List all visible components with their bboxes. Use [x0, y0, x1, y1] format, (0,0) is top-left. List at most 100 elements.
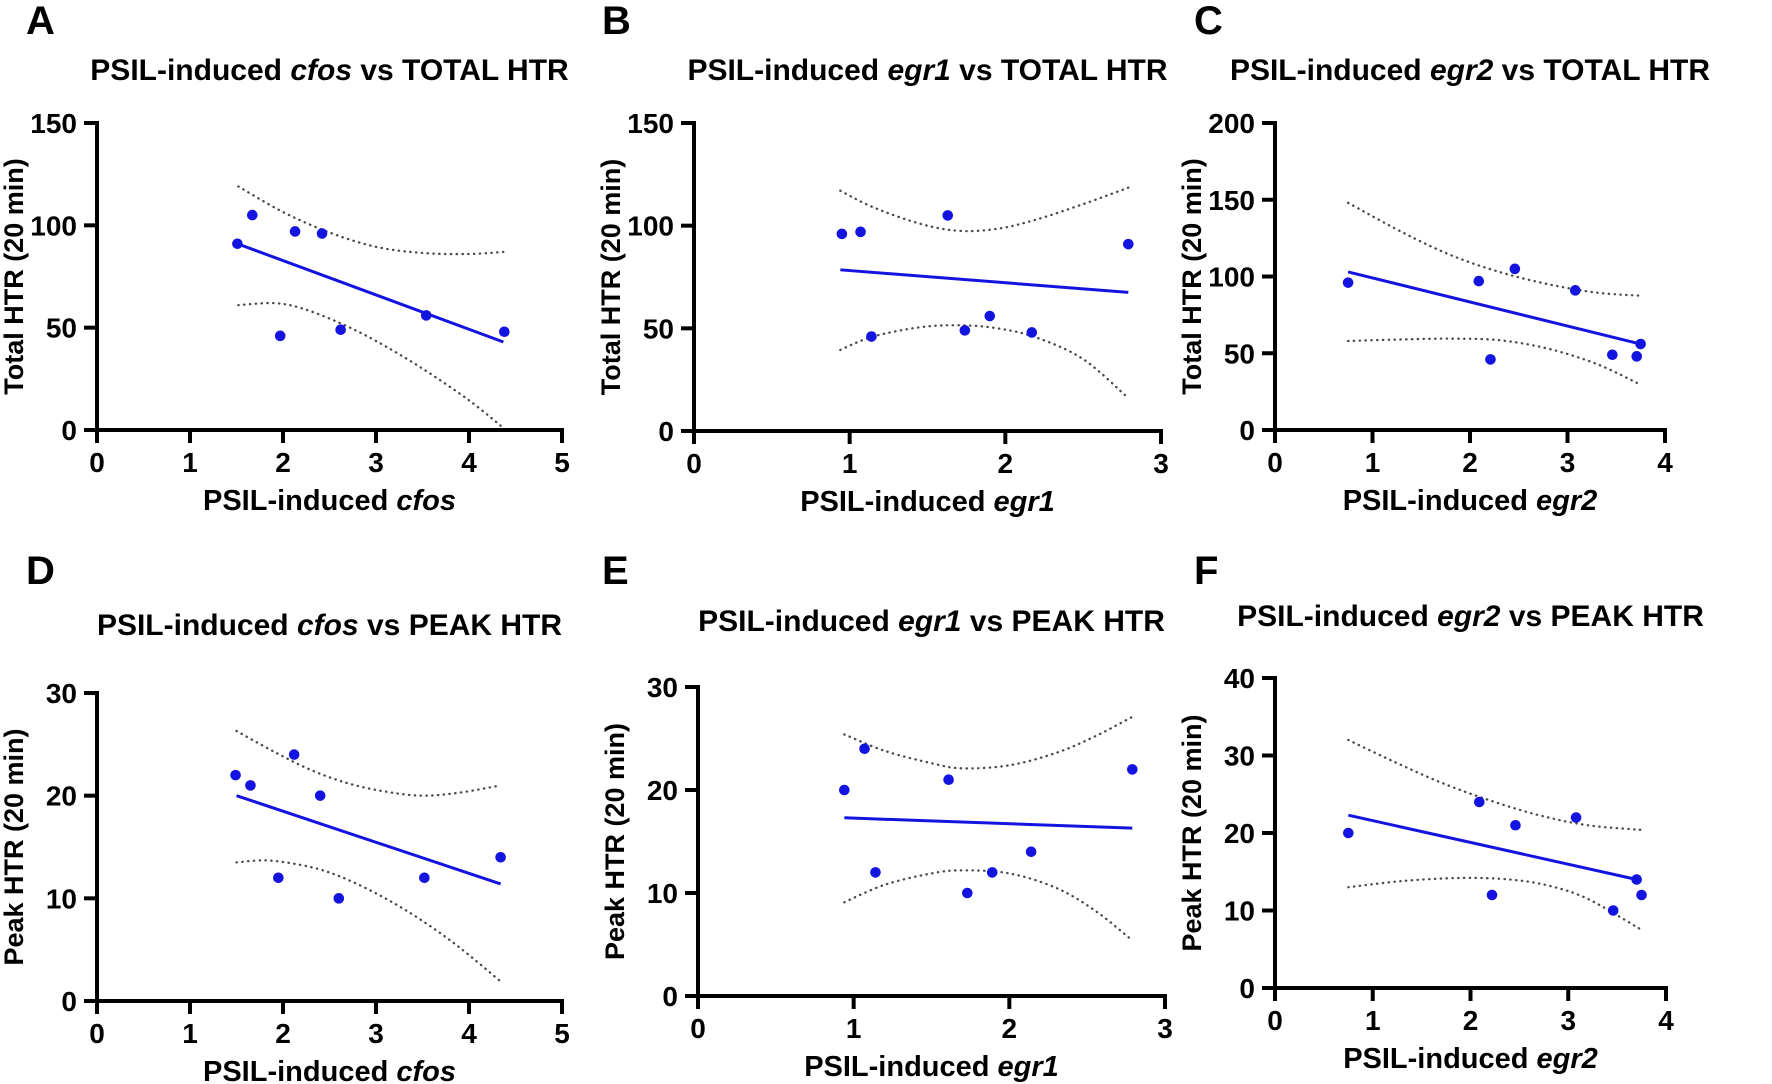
data-point: [866, 331, 877, 342]
x-tick-label: 3: [1560, 1005, 1576, 1036]
x-tick-label: 4: [461, 447, 477, 478]
ci-lower-band: [235, 859, 502, 983]
y-tick-label: 150: [30, 108, 77, 139]
chart-title: PSIL-induced cfos vs TOTAL HTR: [90, 54, 569, 87]
regression-line: [236, 242, 504, 344]
regression-line: [1347, 813, 1638, 881]
x-tick-label: 0: [1267, 447, 1283, 478]
data-point: [314, 790, 326, 801]
data-point: [1026, 327, 1038, 338]
panel-D: D PSIL-induced cfos vs PEAK HTR 0 1 2 3 4 5 0 10 2…: [0, 549, 570, 1084]
x-tick-label: 1: [1365, 1005, 1381, 1036]
x-tick-label: 2: [1002, 1013, 1018, 1044]
x-tick-label: 4: [461, 1018, 477, 1049]
ci-upper-band: [839, 186, 1130, 233]
y-tick-label: 40: [1224, 663, 1255, 694]
x-axis-label: PSIL-induced cfos: [203, 485, 456, 517]
x-tick-label: 3: [1153, 448, 1169, 479]
y-axis-label: Total HTR (20 min): [1180, 158, 1207, 395]
data-point: [1127, 764, 1138, 775]
x-tick-label: 1: [842, 448, 858, 479]
y-tick-label: 0: [1239, 973, 1255, 1004]
ci-lower-band: [839, 324, 1130, 400]
y-tick-label: 0: [1239, 415, 1255, 446]
x-tick-label: 3: [368, 447, 384, 478]
regression-line: [840, 268, 1129, 294]
y-tick-label: 10: [647, 878, 678, 909]
data-point: [232, 238, 243, 250]
data-point: [274, 330, 286, 342]
data-point: [942, 210, 954, 221]
data-point: [1635, 338, 1646, 350]
data-point: [273, 872, 284, 884]
y-axis-label: Total HTR (20 min): [0, 158, 29, 395]
data-point: [870, 867, 881, 878]
y-tick-label: 200: [1208, 108, 1255, 139]
data-point: [839, 784, 850, 796]
x-tick-label: 1: [182, 447, 198, 478]
data-point: [1025, 846, 1037, 858]
data-point: [1636, 889, 1647, 901]
x-tick-label: 0: [686, 448, 702, 479]
data-point: [1486, 889, 1498, 901]
x-tick-label: 0: [89, 1018, 105, 1049]
x-tick-label: 5: [554, 447, 570, 478]
ci-lower-band: [1346, 337, 1642, 386]
x-tick-label: 2: [998, 448, 1014, 479]
y-tick-label: 50: [46, 313, 77, 344]
data-point: [1631, 351, 1643, 362]
y-tick-label: 30: [1224, 741, 1255, 772]
panel-letter-C: C: [1194, 0, 1223, 43]
x-tick-label: 4: [1658, 1005, 1674, 1036]
regression-line: [844, 816, 1133, 830]
data-point: [230, 769, 241, 781]
y-axis-label: Total HTR (20 min): [596, 159, 626, 396]
chart-title: PSIL-induced egr2 vs TOTAL HTR: [1230, 54, 1710, 87]
data-point: [1510, 819, 1521, 831]
x-tick-label: 3: [368, 1018, 384, 1049]
x-tick-label: 1: [1365, 447, 1381, 478]
data-point: [984, 310, 996, 322]
data-point: [289, 226, 301, 237]
panel-letter-E: E: [602, 549, 629, 593]
data-point: [855, 226, 866, 238]
x-tick-label: 0: [690, 1013, 706, 1044]
y-axis-label: Peak HTR (20 min): [0, 728, 29, 965]
panel-letter-F: F: [1194, 549, 1218, 593]
x-tick-label: 2: [1462, 447, 1478, 478]
data-point: [1473, 275, 1485, 287]
data-point: [247, 209, 258, 221]
y-tick-label: 0: [662, 981, 678, 1012]
y-tick-label: 20: [46, 781, 77, 812]
data-point: [495, 851, 506, 863]
y-tick-label: 150: [627, 108, 674, 139]
chart-title: PSIL-induced egr2 vs PEAK HTR: [1237, 600, 1704, 633]
y-axis-label: Peak HTR (20 min): [1180, 714, 1207, 951]
x-axis-label: PSIL-induced egr1: [804, 1051, 1059, 1083]
ci-upper-band: [237, 185, 505, 256]
y-tick-label: 30: [647, 672, 678, 703]
data-point: [499, 326, 510, 338]
y-tick-label: 20: [1224, 818, 1255, 849]
x-axis-label: PSIL-induced egr2: [1343, 485, 1598, 517]
x-tick-label: 5: [554, 1018, 570, 1049]
x-tick-label: 0: [1267, 1005, 1283, 1036]
x-tick-label: 1: [182, 1018, 198, 1049]
y-tick-label: 10: [46, 883, 77, 914]
data-point: [959, 325, 971, 336]
x-tick-label: 4: [1657, 447, 1673, 478]
y-tick-label: 50: [1224, 338, 1255, 369]
y-tick-label: 100: [627, 211, 674, 242]
y-tick-label: 100: [1208, 262, 1255, 293]
data-point: [333, 893, 345, 904]
data-point: [1570, 285, 1581, 296]
regression-line: [1347, 270, 1641, 346]
data-point: [1509, 263, 1521, 275]
chart-title: PSIL-induced egr1 vs PEAK HTR: [698, 605, 1165, 638]
data-point: [1631, 874, 1642, 885]
y-tick-label: 0: [658, 416, 674, 447]
y-tick-label: 0: [61, 986, 77, 1017]
data-point: [943, 774, 954, 785]
